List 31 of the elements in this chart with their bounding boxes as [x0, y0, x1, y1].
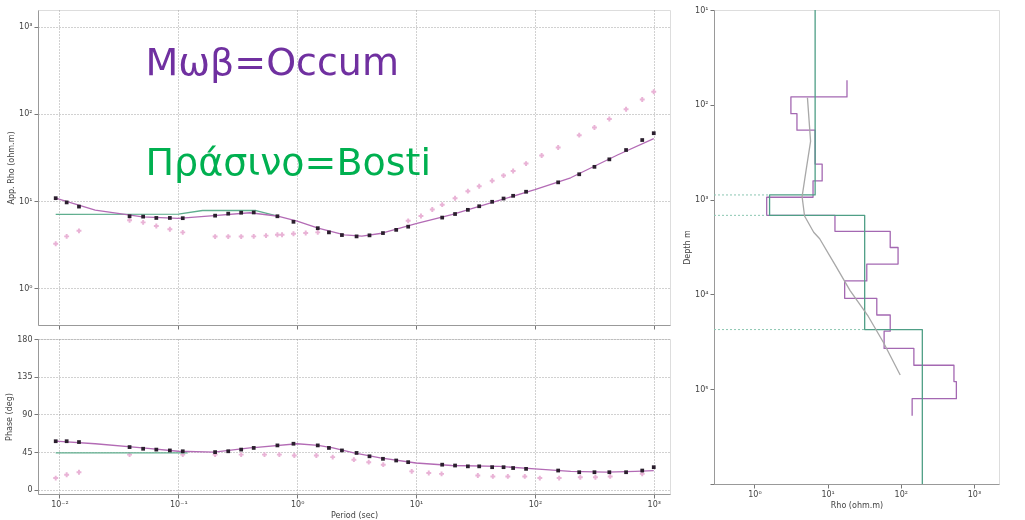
- y-tick-label: 10⁰: [19, 283, 33, 293]
- x-tick-label: 10²: [894, 489, 908, 499]
- x-tick-label: 10⁰: [290, 499, 305, 509]
- x-axis-title: Rho (ohm.m): [830, 500, 884, 510]
- y-tick-label: 45: [22, 447, 33, 457]
- x-axis-title: Period (sec): [330, 510, 379, 520]
- annotation: Πράσινο=Bosti: [145, 140, 432, 185]
- y-tick-label: 10³: [695, 195, 709, 205]
- x-tick-label: 10³: [647, 499, 661, 509]
- x-tick-label: 10⁰: [748, 489, 762, 499]
- y-tick-label: 10³: [19, 22, 33, 32]
- y-axis-title: App. Rho (ohm.m): [7, 131, 17, 205]
- x-tick-label: 10⁻²: [51, 499, 69, 509]
- x-tick-label: 10²: [528, 499, 543, 509]
- y-tick-label: 10¹: [19, 196, 33, 206]
- y-tick-label: 10⁴: [695, 289, 709, 299]
- y-tick-label: 10²: [19, 109, 33, 119]
- x-tick-label: 10¹: [821, 489, 835, 499]
- annotation: Μωβ=Occum: [145, 39, 399, 84]
- x-tick-label: 10⁻¹: [170, 499, 188, 509]
- y-tick-label: 135: [17, 372, 33, 382]
- x-tick-label: 10³: [967, 489, 982, 499]
- y-tick-label: 10⁵: [695, 384, 709, 394]
- y-tick-label: 10¹: [695, 5, 709, 15]
- y-tick-label: 10²: [695, 100, 709, 110]
- x-tick-label: 10¹: [409, 499, 424, 509]
- y-axis-title: Depth m: [683, 229, 693, 265]
- y-axis-title: Phase (deg): [5, 393, 15, 441]
- y-tick-label: 90: [22, 409, 33, 419]
- y-tick-label: 0: [27, 485, 33, 495]
- y-tick-label: 180: [17, 334, 33, 344]
